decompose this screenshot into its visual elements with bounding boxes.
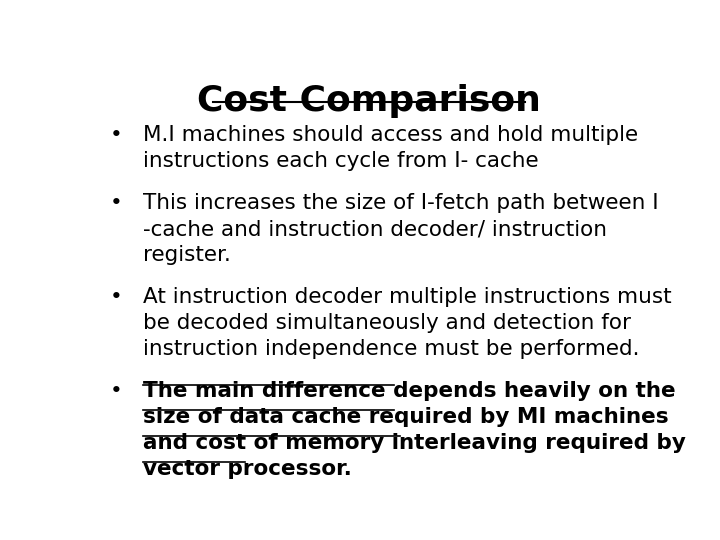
- Text: instructions each cycle from I- cache: instructions each cycle from I- cache: [143, 151, 539, 171]
- Text: •: •: [109, 287, 122, 307]
- Text: Cost Comparison: Cost Comparison: [197, 84, 541, 118]
- Text: M.I machines should access and hold multiple: M.I machines should access and hold mult…: [143, 125, 638, 145]
- Text: At instruction decoder multiple instructions must: At instruction decoder multiple instruct…: [143, 287, 672, 307]
- Text: be decoded simultaneously and detection for: be decoded simultaneously and detection …: [143, 313, 631, 333]
- Text: -cache and instruction decoder/ instruction: -cache and instruction decoder/ instruct…: [143, 219, 607, 239]
- Text: and cost of memory interleaving required by: and cost of memory interleaving required…: [143, 433, 686, 453]
- Text: •: •: [109, 381, 122, 401]
- Text: The main difference depends heavily on the: The main difference depends heavily on t…: [143, 381, 675, 401]
- Text: vector processor.: vector processor.: [143, 458, 352, 478]
- Text: This increases the size of I-fetch path between I: This increases the size of I-fetch path …: [143, 193, 659, 213]
- Text: •: •: [109, 125, 122, 145]
- Text: register.: register.: [143, 245, 231, 265]
- Text: •: •: [109, 193, 122, 213]
- Text: size of data cache required by MI machines: size of data cache required by MI machin…: [143, 407, 669, 427]
- Text: instruction independence must be performed.: instruction independence must be perform…: [143, 339, 639, 359]
